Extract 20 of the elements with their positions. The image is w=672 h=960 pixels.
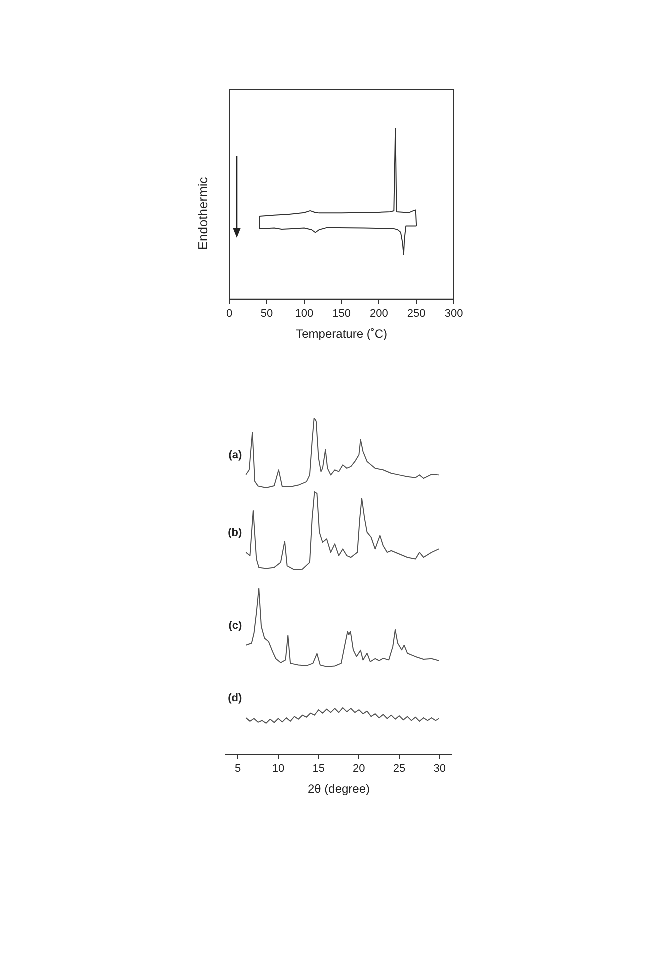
x-tick-label: 300 — [444, 308, 464, 320]
series-label: (c) — [228, 620, 243, 632]
series-label: (b) — [228, 527, 243, 540]
x-tick-label: 200 — [370, 308, 388, 320]
x-tick-label: 20 — [353, 763, 366, 776]
x-tick-label: 250 — [407, 308, 426, 320]
x-axis-title: Temperature (˚C) — [296, 327, 388, 342]
x-tick-label: 10 — [272, 763, 285, 776]
x-axis-title: 2θ (degree) — [308, 782, 370, 796]
y-axis-title: Endothermic — [195, 176, 210, 250]
x-tick-label: 150 — [332, 308, 351, 320]
x-tick-label: 15 — [312, 763, 325, 776]
x-tick-label: 5 — [235, 763, 242, 776]
x-tick-label: 25 — [393, 763, 406, 776]
series-label: (a) — [228, 449, 243, 462]
x-tick-label: 100 — [295, 308, 314, 320]
x-tick-label: 0 — [226, 308, 233, 320]
series-label: (d) — [228, 692, 243, 705]
x-tick-label: 30 — [434, 763, 446, 776]
x-tick-label: 50 — [260, 308, 274, 320]
